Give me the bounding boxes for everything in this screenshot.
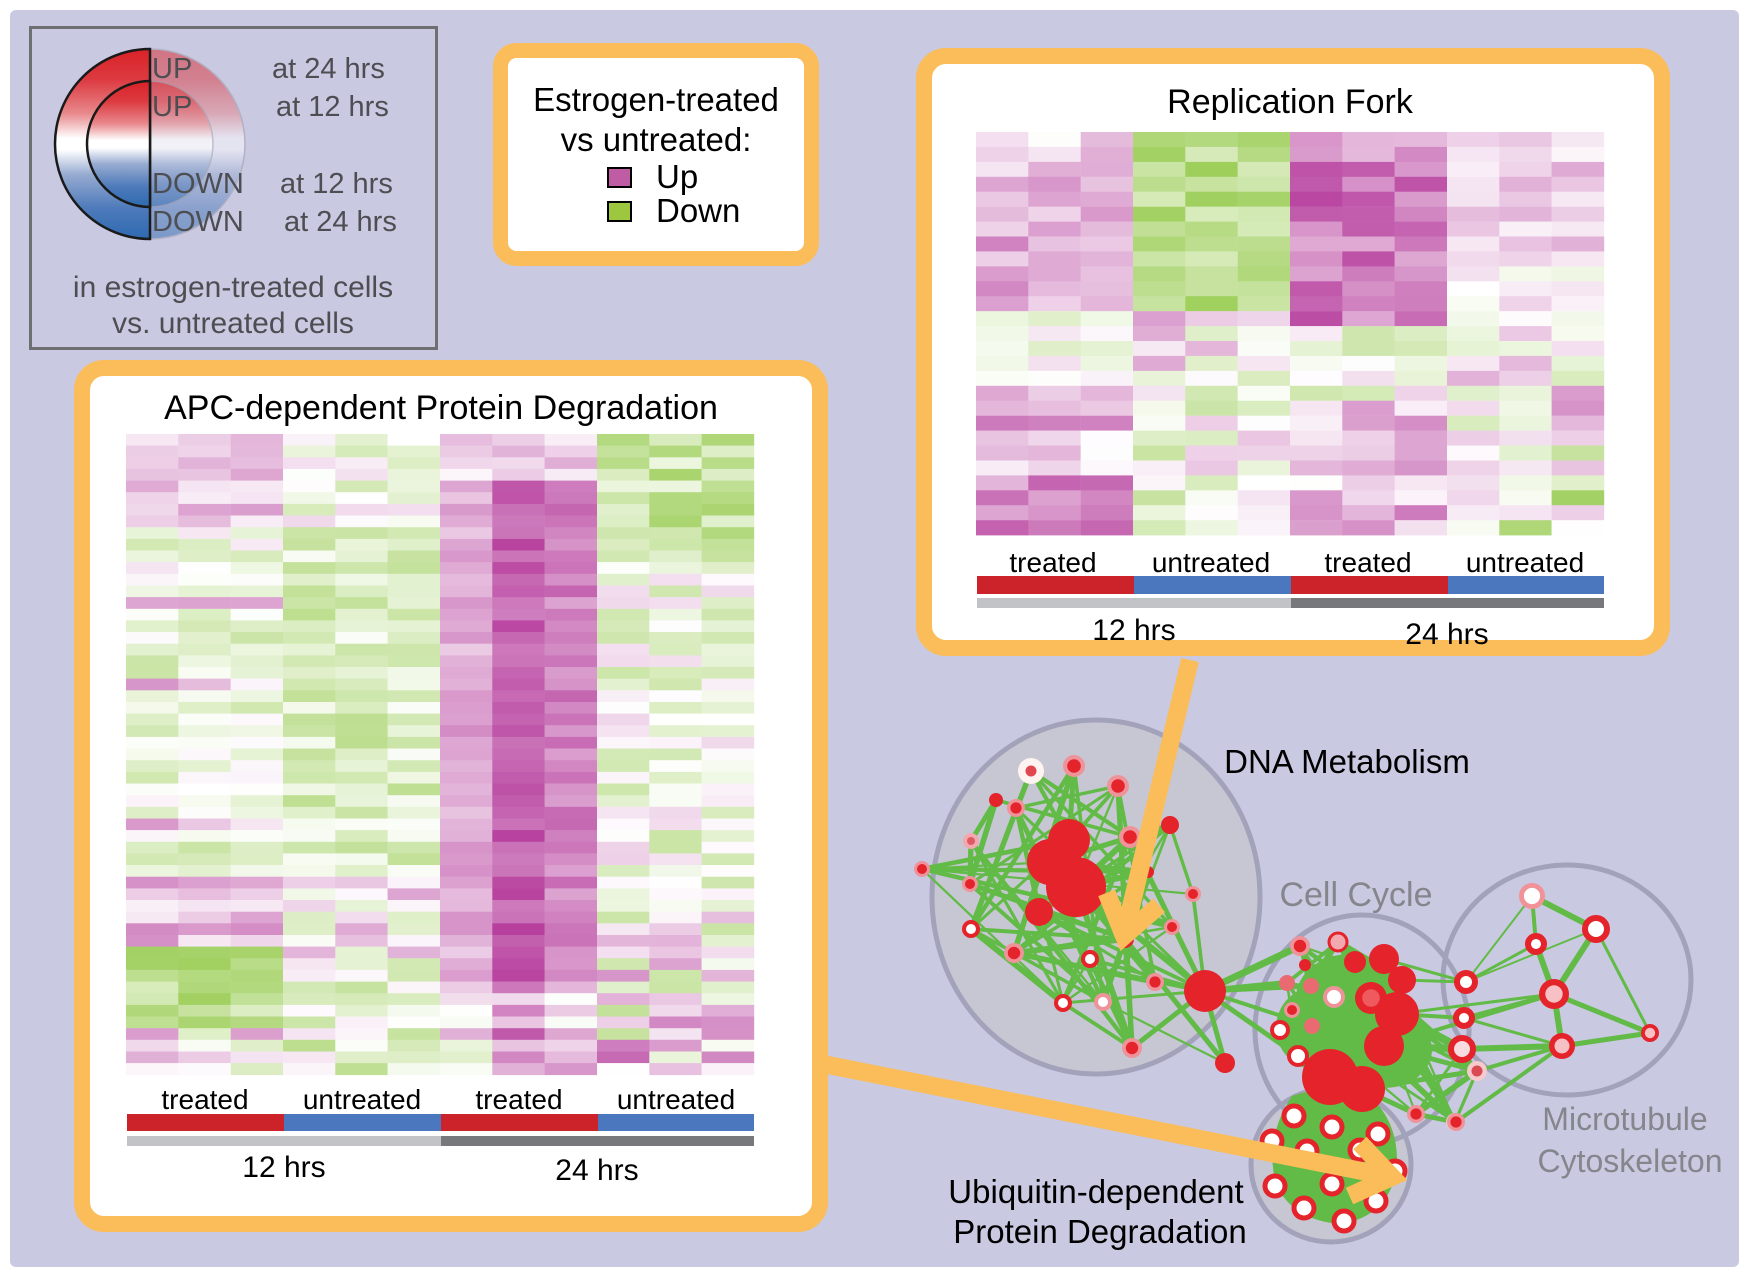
svg-text:APC-dependent Protein Degradat: APC-dependent Protein Degradation <box>164 389 718 427</box>
svg-text:at 12 hrs: at 12 hrs <box>276 91 389 123</box>
svg-text:DOWN: DOWN <box>152 206 244 238</box>
svg-text:Estrogen-treated: Estrogen-treated <box>533 81 779 118</box>
svg-text:at 24 hrs: at 24 hrs <box>284 206 397 238</box>
svg-text:in estrogen-treated cells: in estrogen-treated cells <box>73 271 393 304</box>
svg-text:Microtubule: Microtubule <box>1542 1101 1707 1137</box>
svg-text:at 12 hrs: at 12 hrs <box>280 168 393 200</box>
svg-text:Cell Cycle: Cell Cycle <box>1279 876 1432 914</box>
svg-text:vs. untreated cells: vs. untreated cells <box>112 307 354 340</box>
svg-text:untreated: untreated <box>1152 547 1270 578</box>
svg-text:untreated: untreated <box>303 1084 421 1115</box>
svg-text:treated: treated <box>1009 547 1096 578</box>
svg-text:UP: UP <box>152 53 192 85</box>
svg-text:12 hrs: 12 hrs <box>1092 614 1175 647</box>
svg-text:Protein Degradation: Protein Degradation <box>953 1213 1247 1250</box>
svg-text:UP: UP <box>152 91 192 123</box>
svg-text:vs untreated:: vs untreated: <box>561 121 752 158</box>
svg-text:treated: treated <box>1324 547 1411 578</box>
svg-text:untreated: untreated <box>1466 547 1584 578</box>
svg-text:24 hrs: 24 hrs <box>555 1154 638 1187</box>
svg-text:Replication Fork: Replication Fork <box>1167 83 1414 121</box>
svg-text:Down: Down <box>656 192 740 229</box>
svg-text:Ubiquitin-dependent: Ubiquitin-dependent <box>948 1173 1243 1210</box>
svg-text:DOWN: DOWN <box>152 168 244 200</box>
svg-text:Up: Up <box>656 158 698 195</box>
svg-text:treated: treated <box>475 1084 562 1115</box>
svg-text:treated: treated <box>161 1084 248 1115</box>
svg-text:untreated: untreated <box>617 1084 735 1115</box>
svg-text:at 24 hrs: at 24 hrs <box>272 53 385 85</box>
svg-text:12 hrs: 12 hrs <box>242 1151 325 1184</box>
svg-text:24 hrs: 24 hrs <box>1405 618 1488 651</box>
svg-text:Cytoskeleton: Cytoskeleton <box>1538 1143 1723 1179</box>
svg-text:DNA Metabolism: DNA Metabolism <box>1224 743 1470 780</box>
